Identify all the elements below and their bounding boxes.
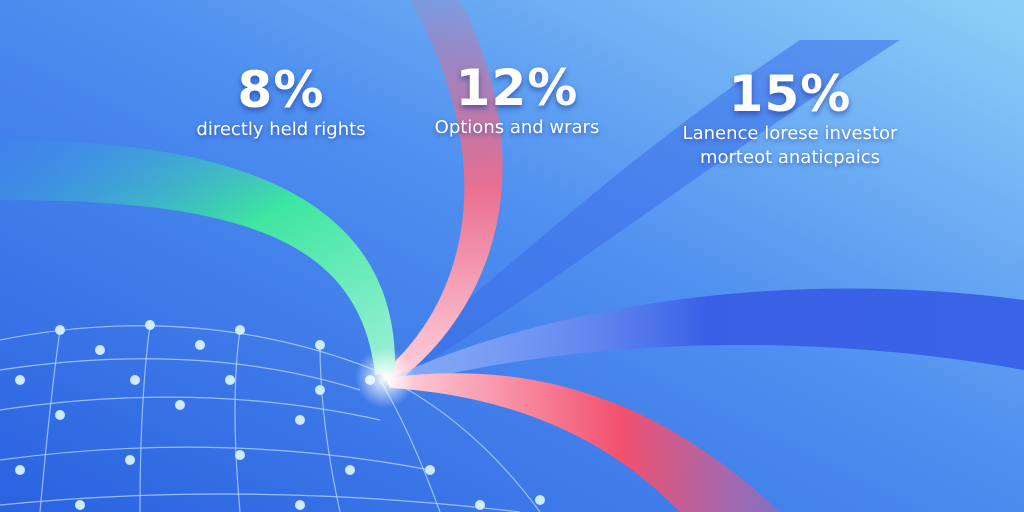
globe-node [345, 465, 355, 475]
globe-node [175, 400, 185, 410]
stat-label: directly held rights [196, 119, 366, 140]
stat-label-line2: morteot anaticpaics [699, 147, 881, 168]
globe-node [55, 325, 65, 335]
pink-ribbon-bottom [385, 373, 780, 512]
globe-node [15, 465, 25, 475]
globe-node [315, 340, 325, 350]
stat-value: 8% [237, 61, 325, 119]
globe-node [315, 385, 325, 395]
globe-node [235, 325, 245, 335]
globe-node [130, 375, 140, 385]
globe-node [145, 320, 155, 330]
stat-directly-held-rights: 8% directly held rights [196, 62, 365, 142]
blue-ribbon-right [390, 288, 1024, 385]
stat-label: Lanence lorese investor [682, 123, 898, 144]
globe-node [295, 500, 305, 510]
green-ribbon [0, 140, 396, 375]
globe-node [425, 465, 435, 475]
pink-ribbon-top [380, 0, 503, 380]
globe-node [125, 455, 135, 465]
globe-node [225, 375, 235, 385]
globe-node [535, 495, 545, 505]
stat-options-and-warrants: 12% Options and wrars [435, 60, 600, 140]
globe-node [55, 410, 65, 420]
globe-node [235, 450, 245, 460]
stat-investor: 15% Lanence lorese investor morteot anat… [683, 66, 898, 170]
stat-label: Options and wrars [434, 117, 600, 138]
globe-node [475, 500, 485, 510]
globe-node [75, 500, 85, 510]
globe-nodes [15, 320, 545, 510]
blue-ribbon-top [380, 40, 900, 380]
globe-node [95, 345, 105, 355]
globe-node [15, 375, 25, 385]
globe-network [0, 324, 541, 512]
stat-value: 12% [455, 59, 579, 117]
globe-node [195, 340, 205, 350]
globe-node [295, 415, 305, 425]
convergence-glow [355, 348, 415, 408]
stat-value: 15% [728, 65, 852, 123]
